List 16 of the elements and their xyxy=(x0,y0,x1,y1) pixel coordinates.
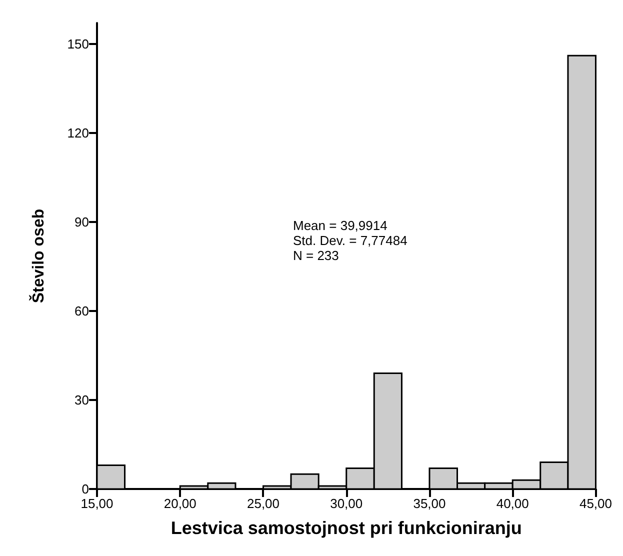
y-tick-label: 150 xyxy=(67,36,89,52)
x-axis-title: Lestvica samostojnost pri funkcioniranju xyxy=(170,518,522,538)
x-tick-label: 40,00 xyxy=(496,496,529,511)
x-tick-label: 15,00 xyxy=(80,496,114,511)
y-axis-title: Število oseb xyxy=(28,208,48,304)
x-tick-label: 20,00 xyxy=(164,496,196,511)
y-tick-label: 30 xyxy=(74,392,89,408)
y-tick-label: 60 xyxy=(74,303,89,318)
y-tick-label: 120 xyxy=(67,125,89,140)
y-tick-label: 90 xyxy=(74,214,89,230)
x-tick-label: 30,00 xyxy=(330,496,363,511)
annotation: Mean = 39,9914 Std. Dev. = 7,77484 N = 233 xyxy=(293,218,408,263)
x-tick-label: 35,00 xyxy=(413,496,446,511)
y-tick-label: 0 xyxy=(82,482,89,496)
x-tick-label: 45,00 xyxy=(579,496,612,511)
x-tick-label: 25,00 xyxy=(246,496,280,511)
